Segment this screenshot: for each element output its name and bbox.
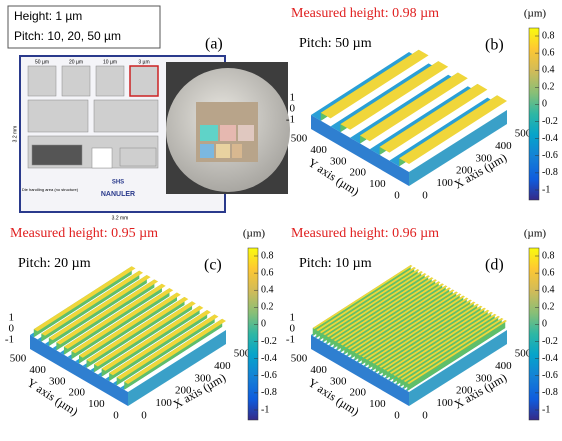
colorbar-tick-label: 0 — [542, 99, 547, 110]
logo: NANULER — [101, 191, 135, 198]
surface-panel: Measured height: 0.98 µm Pitch: 50 µm (b) 1… — [286, 6, 558, 201]
colorbar-tick-label: -1 — [261, 404, 269, 415]
colorbar-unit: (µm) — [243, 228, 266, 240]
colorbar-tick-label: 0.2 — [542, 302, 555, 313]
colorbar-tick-label: 0.6 — [261, 267, 274, 278]
colorbar-tick-label: -0.2 — [542, 336, 558, 347]
info-line: Pitch: 10, 20, 50 µm — [14, 29, 121, 43]
x-tick-label: 400 — [495, 140, 512, 152]
info-line: Height: 1 µm — [14, 9, 82, 23]
colorbar-tick-label: 0 — [261, 319, 266, 330]
z-tick-label: -1 — [286, 114, 295, 126]
surface-panel: Measured height: 0.96 µm Pitch: 10 µm (d) 1… — [286, 226, 558, 421]
layout-label: 50 µm — [35, 59, 49, 65]
colorbar-tick-label: 0.4 — [542, 285, 555, 296]
z-tick-label: -1 — [5, 334, 14, 346]
colorbar-unit: (µm) — [524, 8, 547, 20]
colorbar-tick-label: -0.4 — [261, 353, 277, 364]
colorbar-tick-label: 0.4 — [261, 285, 274, 296]
panel-title: Measured height: 0.96 µm — [291, 226, 439, 241]
panel-a: Height: 1 µm Pitch: 10, 20, 50 µm (a) 50… — [8, 6, 290, 221]
colorbar — [529, 28, 539, 200]
handling-area: Die handling area (no structure) — [22, 187, 79, 192]
colorbar — [248, 248, 258, 420]
colorbar-unit: (µm) — [524, 228, 547, 240]
y-tick-label: 500 — [10, 353, 27, 365]
colorbar-tick-label: 0.8 — [542, 250, 555, 261]
colorbar-tick-label: -0.6 — [542, 150, 558, 161]
panel-title: Measured height: 0.98 µm — [291, 6, 439, 21]
y-tick-label: 300 — [330, 155, 347, 167]
colorbar-tick-label: 0.8 — [542, 30, 555, 41]
y-tick-label: 100 — [369, 178, 386, 190]
colorbar-tick-label: -0.4 — [542, 133, 558, 144]
y-tick-label: 100 — [369, 398, 386, 410]
pitch-label: Pitch: 20 µm — [18, 256, 91, 271]
y-tick-label: 300 — [330, 375, 347, 387]
colorbar-tick-label: -0.8 — [542, 167, 558, 178]
panel-label: (d) — [485, 257, 504, 274]
colorbar-tick-label: 0.2 — [542, 82, 555, 93]
x-tick-label: 400 — [214, 360, 231, 372]
colorbar-tick-label: -0.8 — [542, 387, 558, 398]
colorbar-tick-label: -0.2 — [261, 336, 277, 347]
colorbar-tick-label: 0.6 — [542, 267, 555, 278]
layout-label: 10 µm — [103, 59, 117, 65]
colorbar-tick-label: -0.8 — [261, 387, 277, 398]
colorbar-tick-label: 0.2 — [261, 302, 274, 313]
colorbar-tick-label: -0.4 — [542, 353, 558, 364]
dimension: 3.2 mm — [112, 215, 129, 221]
colorbar-tick-label: -1 — [542, 184, 550, 195]
x-tick-label: 0 — [141, 410, 147, 422]
pitch-label: Pitch: 50 µm — [299, 36, 372, 51]
layout-label: 20 µm — [69, 59, 83, 65]
panel-label: (a) — [205, 36, 223, 53]
panel-label: (c) — [204, 257, 222, 274]
colorbar-tick-label: 0.8 — [261, 250, 274, 261]
x-tick-label: 400 — [495, 360, 512, 372]
y-tick-label: 500 — [291, 133, 308, 145]
colorbar-tick-label: 0.4 — [542, 65, 555, 76]
y-tick-label: 200 — [350, 387, 367, 399]
y-tick-label: 0 — [394, 190, 400, 202]
y-tick-label: 200 — [350, 167, 367, 179]
layout-label: 3 µm — [138, 59, 149, 65]
panel-title: Measured height: 0.95 µm — [10, 226, 158, 241]
y-tick-label: 100 — [88, 398, 105, 410]
surface-panel: Measured height: 0.95 µm Pitch: 20 µm (c) 1… — [5, 226, 277, 421]
y-tick-label: 300 — [49, 375, 66, 387]
y-tick-label: 0 — [394, 410, 400, 422]
colorbar — [529, 248, 539, 420]
colorbar-tick-label: -0.2 — [542, 116, 558, 127]
x-tick-label: 0 — [422, 410, 428, 422]
y-tick-label: 0 — [113, 410, 119, 422]
colorbar-tick-label: -0.6 — [542, 370, 558, 381]
y-tick-label: 500 — [291, 353, 308, 365]
logo-top: SHS — [112, 180, 124, 186]
pitch-label: Pitch: 10 µm — [299, 256, 372, 271]
x-tick-label: 0 — [422, 190, 428, 202]
z-tick-label: -1 — [286, 334, 295, 346]
colorbar-tick-label: -0.6 — [261, 370, 277, 381]
colorbar-tick-label: 0.6 — [542, 47, 555, 58]
panel-label: (b) — [485, 37, 504, 54]
colorbar-tick-label: -1 — [542, 404, 550, 415]
dimension: 3.2 mm — [12, 126, 18, 143]
colorbar-tick-label: 0 — [542, 319, 547, 330]
y-tick-label: 200 — [69, 387, 86, 399]
figure: Height: 1 µm Pitch: 10, 20, 50 µm (a) 50… — [0, 0, 562, 441]
